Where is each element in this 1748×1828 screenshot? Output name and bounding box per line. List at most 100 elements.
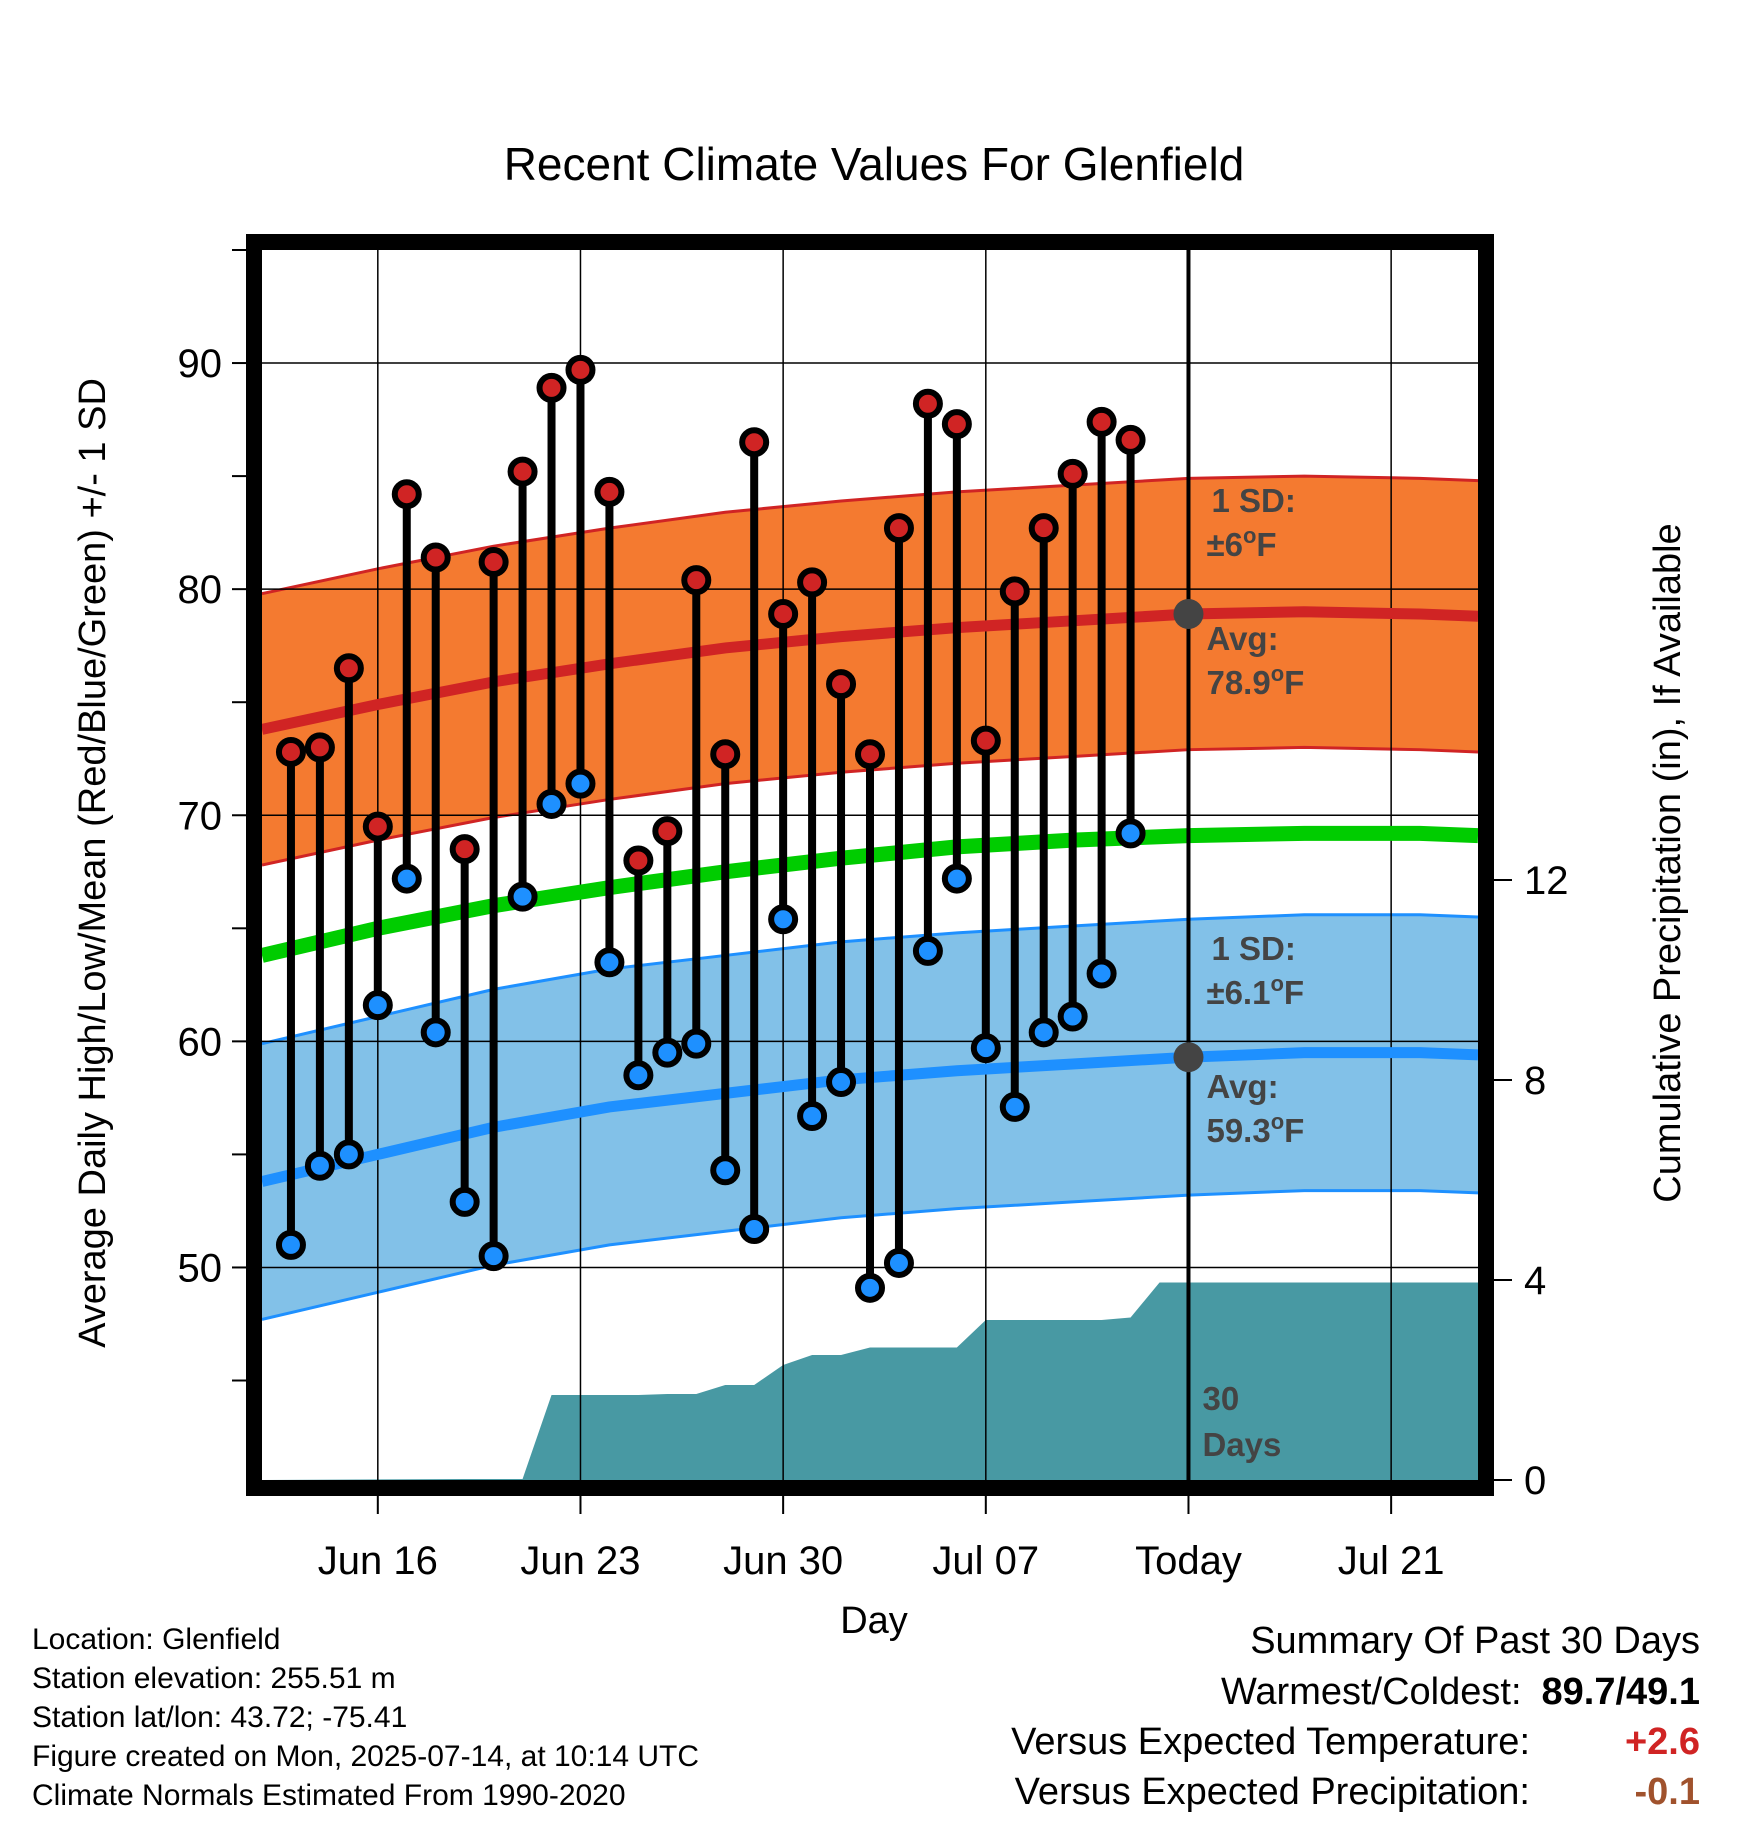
low-sd-label: 1 SD:: [1211, 930, 1295, 967]
daily-high-point: [1115, 424, 1146, 455]
daily-low-point: [912, 935, 943, 966]
daily-high-point: [594, 476, 625, 507]
daily-high-point: [912, 388, 943, 419]
daily-low-point: [681, 1028, 712, 1059]
normals-text: Climate Normals Estimated From 1990-2020: [32, 1779, 626, 1812]
daily-low-point: [797, 1100, 828, 1131]
daily-high-point: [941, 409, 972, 440]
location-text: Location: Glenfield: [32, 1623, 281, 1656]
plot-inner: [262, 250, 1478, 1480]
daily-low-point: [826, 1067, 857, 1098]
daily-low-point: [1057, 1001, 1088, 1032]
daily-high-point: [565, 354, 596, 385]
high-avg-value: 78.9oF: [1206, 661, 1304, 701]
daily-high-point: [855, 739, 885, 770]
plot-area: 1 SD: ±6oF Avg: 78.9oF 1 SD: ±6.1oF Avg: 59.3oF…: [178, 234, 1569, 1583]
x-tick-label: Jul 21: [1338, 1539, 1445, 1583]
y-tick-label: 50: [178, 1246, 223, 1290]
created-text: Figure created on Mon, 2025-07-14, at 10…: [32, 1740, 700, 1773]
y2-tick-label: 8: [1524, 1059, 1546, 1103]
daily-high-point: [797, 567, 828, 598]
y2-tick-label: 12: [1524, 859, 1569, 903]
daily-high-point: [623, 845, 654, 876]
daily-high-point: [826, 669, 857, 700]
daily-high-point: [768, 599, 799, 630]
x-tick-label: Jul 07: [932, 1539, 1039, 1583]
daily-low-point: [652, 1037, 683, 1068]
daily-high-point: [739, 427, 770, 458]
daily-high-point: [652, 816, 683, 847]
precip-value: -0.1: [1634, 1771, 1700, 1813]
daily-low-point: [536, 788, 567, 819]
warmest-coldest-row: Warmest/Coldest: 89.7/49.1: [1011, 1667, 1700, 1717]
daily-low-point: [1028, 1017, 1059, 1048]
y-tick-label: 60: [178, 1020, 223, 1064]
daily-low-point: [941, 863, 972, 894]
x-tick-label: Jun 23: [520, 1539, 640, 1583]
days-label-number: 30: [1202, 1380, 1239, 1417]
high-sd-upper-edge: [262, 474, 1478, 596]
elevation-text: Station elevation: 255.51 m: [32, 1662, 396, 1695]
daily-high-point: [391, 479, 422, 510]
daily-low-point: [855, 1272, 885, 1303]
summary-panel: Summary Of Past 30 Days Warmest/Coldest:…: [1011, 1615, 1700, 1817]
daily-low-point: [594, 947, 625, 978]
warmest-label: Warmest/Coldest:: [1220, 1671, 1522, 1713]
warmest-value: 89.7/49.1: [1541, 1671, 1700, 1713]
daily-high-point: [1086, 406, 1117, 437]
daily-low-point: [739, 1214, 770, 1245]
daily-low-point: [1115, 818, 1146, 849]
x-axis-label: Day: [840, 1600, 908, 1642]
today-high-normal-marker: [1173, 599, 1204, 630]
temp-label: Versus Expected Temperature:: [1011, 1721, 1530, 1763]
low-sd-value: ±6.1oF: [1206, 971, 1304, 1011]
station-info: Location: Glenfield Station elevation: 2…: [32, 1620, 699, 1815]
daily-high-point: [1057, 458, 1088, 489]
high-sd-label: 1 SD:: [1211, 482, 1295, 519]
daily-low-point: [362, 990, 393, 1021]
daily-low-point: [565, 768, 596, 799]
daily-low-point: [478, 1241, 509, 1272]
plot-frame: [246, 234, 1494, 1496]
x-tick-label: Jun 30: [723, 1539, 843, 1583]
daily-low-point: [883, 1247, 914, 1278]
daily-low-point: [304, 1150, 335, 1181]
y2-axis-label: Cumulative Precipitation (in), If Availa…: [1647, 523, 1689, 1202]
daily-low-point: [1086, 958, 1117, 989]
temp-value: +2.6: [1624, 1721, 1700, 1763]
low-avg-value: 59.3oF: [1206, 1109, 1304, 1149]
daily-low-point: [710, 1155, 741, 1186]
days-label-text: Days: [1202, 1426, 1281, 1463]
y2-tick-label: 0: [1524, 1459, 1546, 1503]
daily-low-point: [333, 1139, 364, 1170]
low-avg-label: Avg:: [1206, 1068, 1278, 1105]
daily-low-point: [507, 881, 538, 912]
x-tick-label: Today: [1135, 1539, 1242, 1583]
chart-title: Recent Climate Values For Glenfield: [504, 138, 1245, 190]
daily-low-point: [970, 1033, 1001, 1064]
daily-high-point: [362, 811, 393, 842]
daily-high-point: [333, 653, 364, 684]
daily-low-point: [391, 863, 422, 894]
high-sd-value: ±6oF: [1206, 523, 1276, 563]
temp-vs-expected-row: Versus Expected Temperature: +2.6: [1011, 1717, 1700, 1767]
daily-low-point: [768, 904, 799, 935]
y2-tick-label: 4: [1524, 1259, 1546, 1303]
daily-high-point: [304, 732, 335, 763]
y-axis-label: Average Daily High/Low/Mean (Red/Blue/Gr…: [72, 378, 114, 1348]
precip-vs-expected-row: Versus Expected Precipitation: -0.1: [1011, 1767, 1700, 1817]
daily-high-point: [536, 372, 567, 403]
daily-high-point: [1028, 513, 1059, 544]
daily-low-point: [275, 1229, 306, 1260]
daily-high-point: [478, 547, 509, 578]
high-sd-band: [262, 476, 1478, 865]
daily-low-point: [623, 1060, 654, 1091]
y-tick-label: 70: [178, 794, 223, 838]
y-tick-label: 80: [178, 568, 223, 612]
daily-high-point: [710, 739, 741, 770]
y-tick-label: 90: [178, 342, 223, 386]
x-tick-label: Jun 16: [318, 1539, 438, 1583]
latlon-text: Station lat/lon: 43.72; -75.41: [32, 1701, 408, 1734]
daily-high-point: [999, 576, 1030, 607]
today-low-normal-marker: [1173, 1042, 1204, 1073]
